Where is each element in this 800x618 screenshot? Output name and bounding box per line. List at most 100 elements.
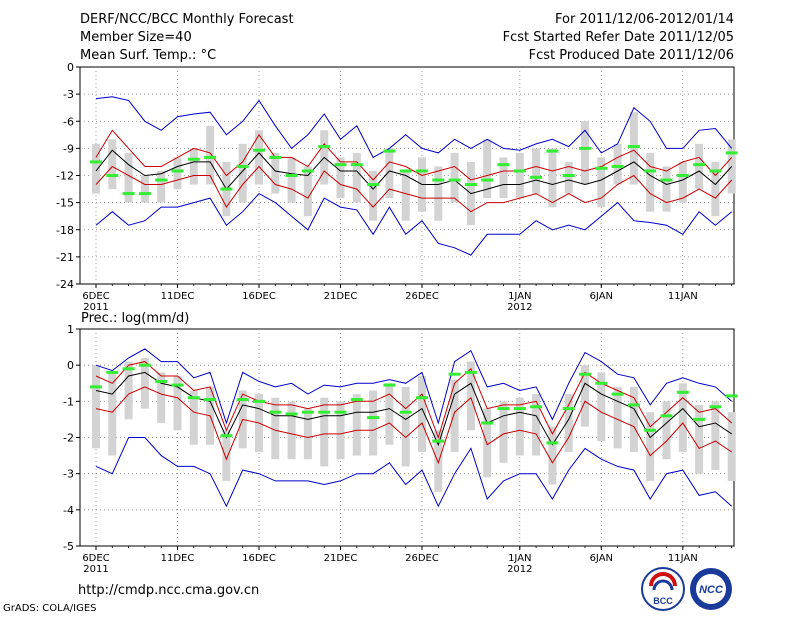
marker-dash xyxy=(481,178,494,182)
marker-dash xyxy=(318,145,331,149)
series-line-lower xyxy=(95,165,733,213)
marker-dash xyxy=(220,434,233,438)
series-line-mean xyxy=(95,371,732,447)
marker-dash xyxy=(676,390,689,394)
marker-dash xyxy=(367,416,380,420)
marker-dash xyxy=(334,163,347,167)
y-tick-label: -5 xyxy=(63,540,74,553)
spread-box xyxy=(271,152,280,194)
spread-box xyxy=(450,379,459,452)
marker-dash xyxy=(90,160,102,164)
spread-box xyxy=(532,394,541,456)
spread-box xyxy=(320,397,329,467)
spread-box xyxy=(157,372,166,424)
marker-dash xyxy=(497,163,510,167)
marker-dash xyxy=(301,410,314,414)
spread-box xyxy=(189,148,198,185)
spread-box xyxy=(532,148,541,194)
marker-dash xyxy=(693,163,706,167)
marker-dash xyxy=(399,410,412,414)
marker-dash xyxy=(204,398,217,402)
marker-dash xyxy=(464,183,477,187)
marker-dash xyxy=(448,372,461,376)
marker-dash xyxy=(334,410,347,414)
marker-dash xyxy=(301,169,314,173)
source-url[interactable]: http://cmdp.ncc.cma.gov.cn xyxy=(78,583,260,598)
series-line-mean xyxy=(95,149,733,195)
x-tick-sublabel: 2012 xyxy=(507,302,532,313)
marker-dash xyxy=(367,183,380,187)
variable-label: Mean Surf. Temp.: °C xyxy=(80,48,217,63)
spread-box xyxy=(613,143,622,185)
marker-dash xyxy=(383,383,396,387)
spread-box xyxy=(401,170,410,221)
marker-dash xyxy=(448,178,461,182)
series-line-max xyxy=(95,348,733,425)
spread-box xyxy=(499,157,508,199)
spread-box xyxy=(629,112,638,185)
x-tick-label: 6DEC xyxy=(82,291,109,302)
spread-box xyxy=(515,397,524,456)
spread-box xyxy=(727,412,736,481)
marker-dash xyxy=(644,169,657,173)
spread-box xyxy=(206,125,215,185)
marker-dash xyxy=(497,407,510,411)
bcc-logo-text: BCC xyxy=(653,596,673,606)
y-tick-label: -24 xyxy=(56,278,74,291)
bcc-logo: BCC xyxy=(641,567,685,611)
spread-box xyxy=(336,157,345,199)
series-line-min xyxy=(95,192,733,256)
marker-dash xyxy=(530,405,543,409)
spread-box xyxy=(466,361,475,431)
spread-box xyxy=(255,130,263,185)
spread-box xyxy=(108,372,117,456)
spread-box xyxy=(711,401,720,471)
marker-dash xyxy=(253,148,265,152)
spread-box xyxy=(303,408,312,460)
x-tick-label: 16DEC xyxy=(242,291,276,302)
spread-box xyxy=(548,426,557,485)
marker-dash xyxy=(285,412,298,416)
ncc-logo: NCC xyxy=(690,568,732,610)
spread-box xyxy=(515,152,524,199)
marker-dash xyxy=(513,169,526,173)
spread-box xyxy=(646,152,655,212)
marker-dash xyxy=(693,417,706,421)
x-tick-label: 1JAN xyxy=(508,291,531,302)
marker-dash xyxy=(546,149,559,153)
y-tick-label: -3 xyxy=(63,468,74,481)
spread-box xyxy=(124,361,133,420)
spread-box xyxy=(140,175,149,203)
marker-dash xyxy=(579,372,591,376)
series-line-upper xyxy=(95,129,733,181)
marker-dash xyxy=(709,169,722,173)
marker-dash xyxy=(204,155,217,159)
spread-box xyxy=(108,139,117,190)
series-line-lower xyxy=(95,386,732,465)
x-tick-label: 21DEC xyxy=(324,553,358,564)
x-tick-sublabel: 2011 xyxy=(83,564,108,575)
marker-dash xyxy=(432,439,445,443)
x-tick-label: 11DEC xyxy=(161,291,195,302)
marker-dash xyxy=(530,175,543,179)
marker-dash xyxy=(644,428,657,432)
marker-dash xyxy=(187,396,200,400)
spread-box xyxy=(352,394,361,456)
marker-dash xyxy=(725,394,738,398)
x-tick-sublabel: 2012 xyxy=(507,564,532,575)
spread-box xyxy=(499,401,508,463)
spread-box xyxy=(597,372,606,442)
y-tick-label: -2 xyxy=(63,432,74,445)
spread-box xyxy=(157,170,166,203)
spread-box xyxy=(548,148,557,208)
marker-dash xyxy=(122,367,135,371)
marker-dash xyxy=(627,403,640,407)
marker-dash xyxy=(171,169,184,173)
started-date-label: Fcst Started Refer Date 2011/12/05 xyxy=(502,30,734,45)
spread-box xyxy=(271,397,280,460)
spread-box xyxy=(564,161,573,194)
member-size-label: Member Size=40 xyxy=(80,30,192,45)
spread-box xyxy=(629,386,638,452)
spread-box xyxy=(385,383,394,445)
